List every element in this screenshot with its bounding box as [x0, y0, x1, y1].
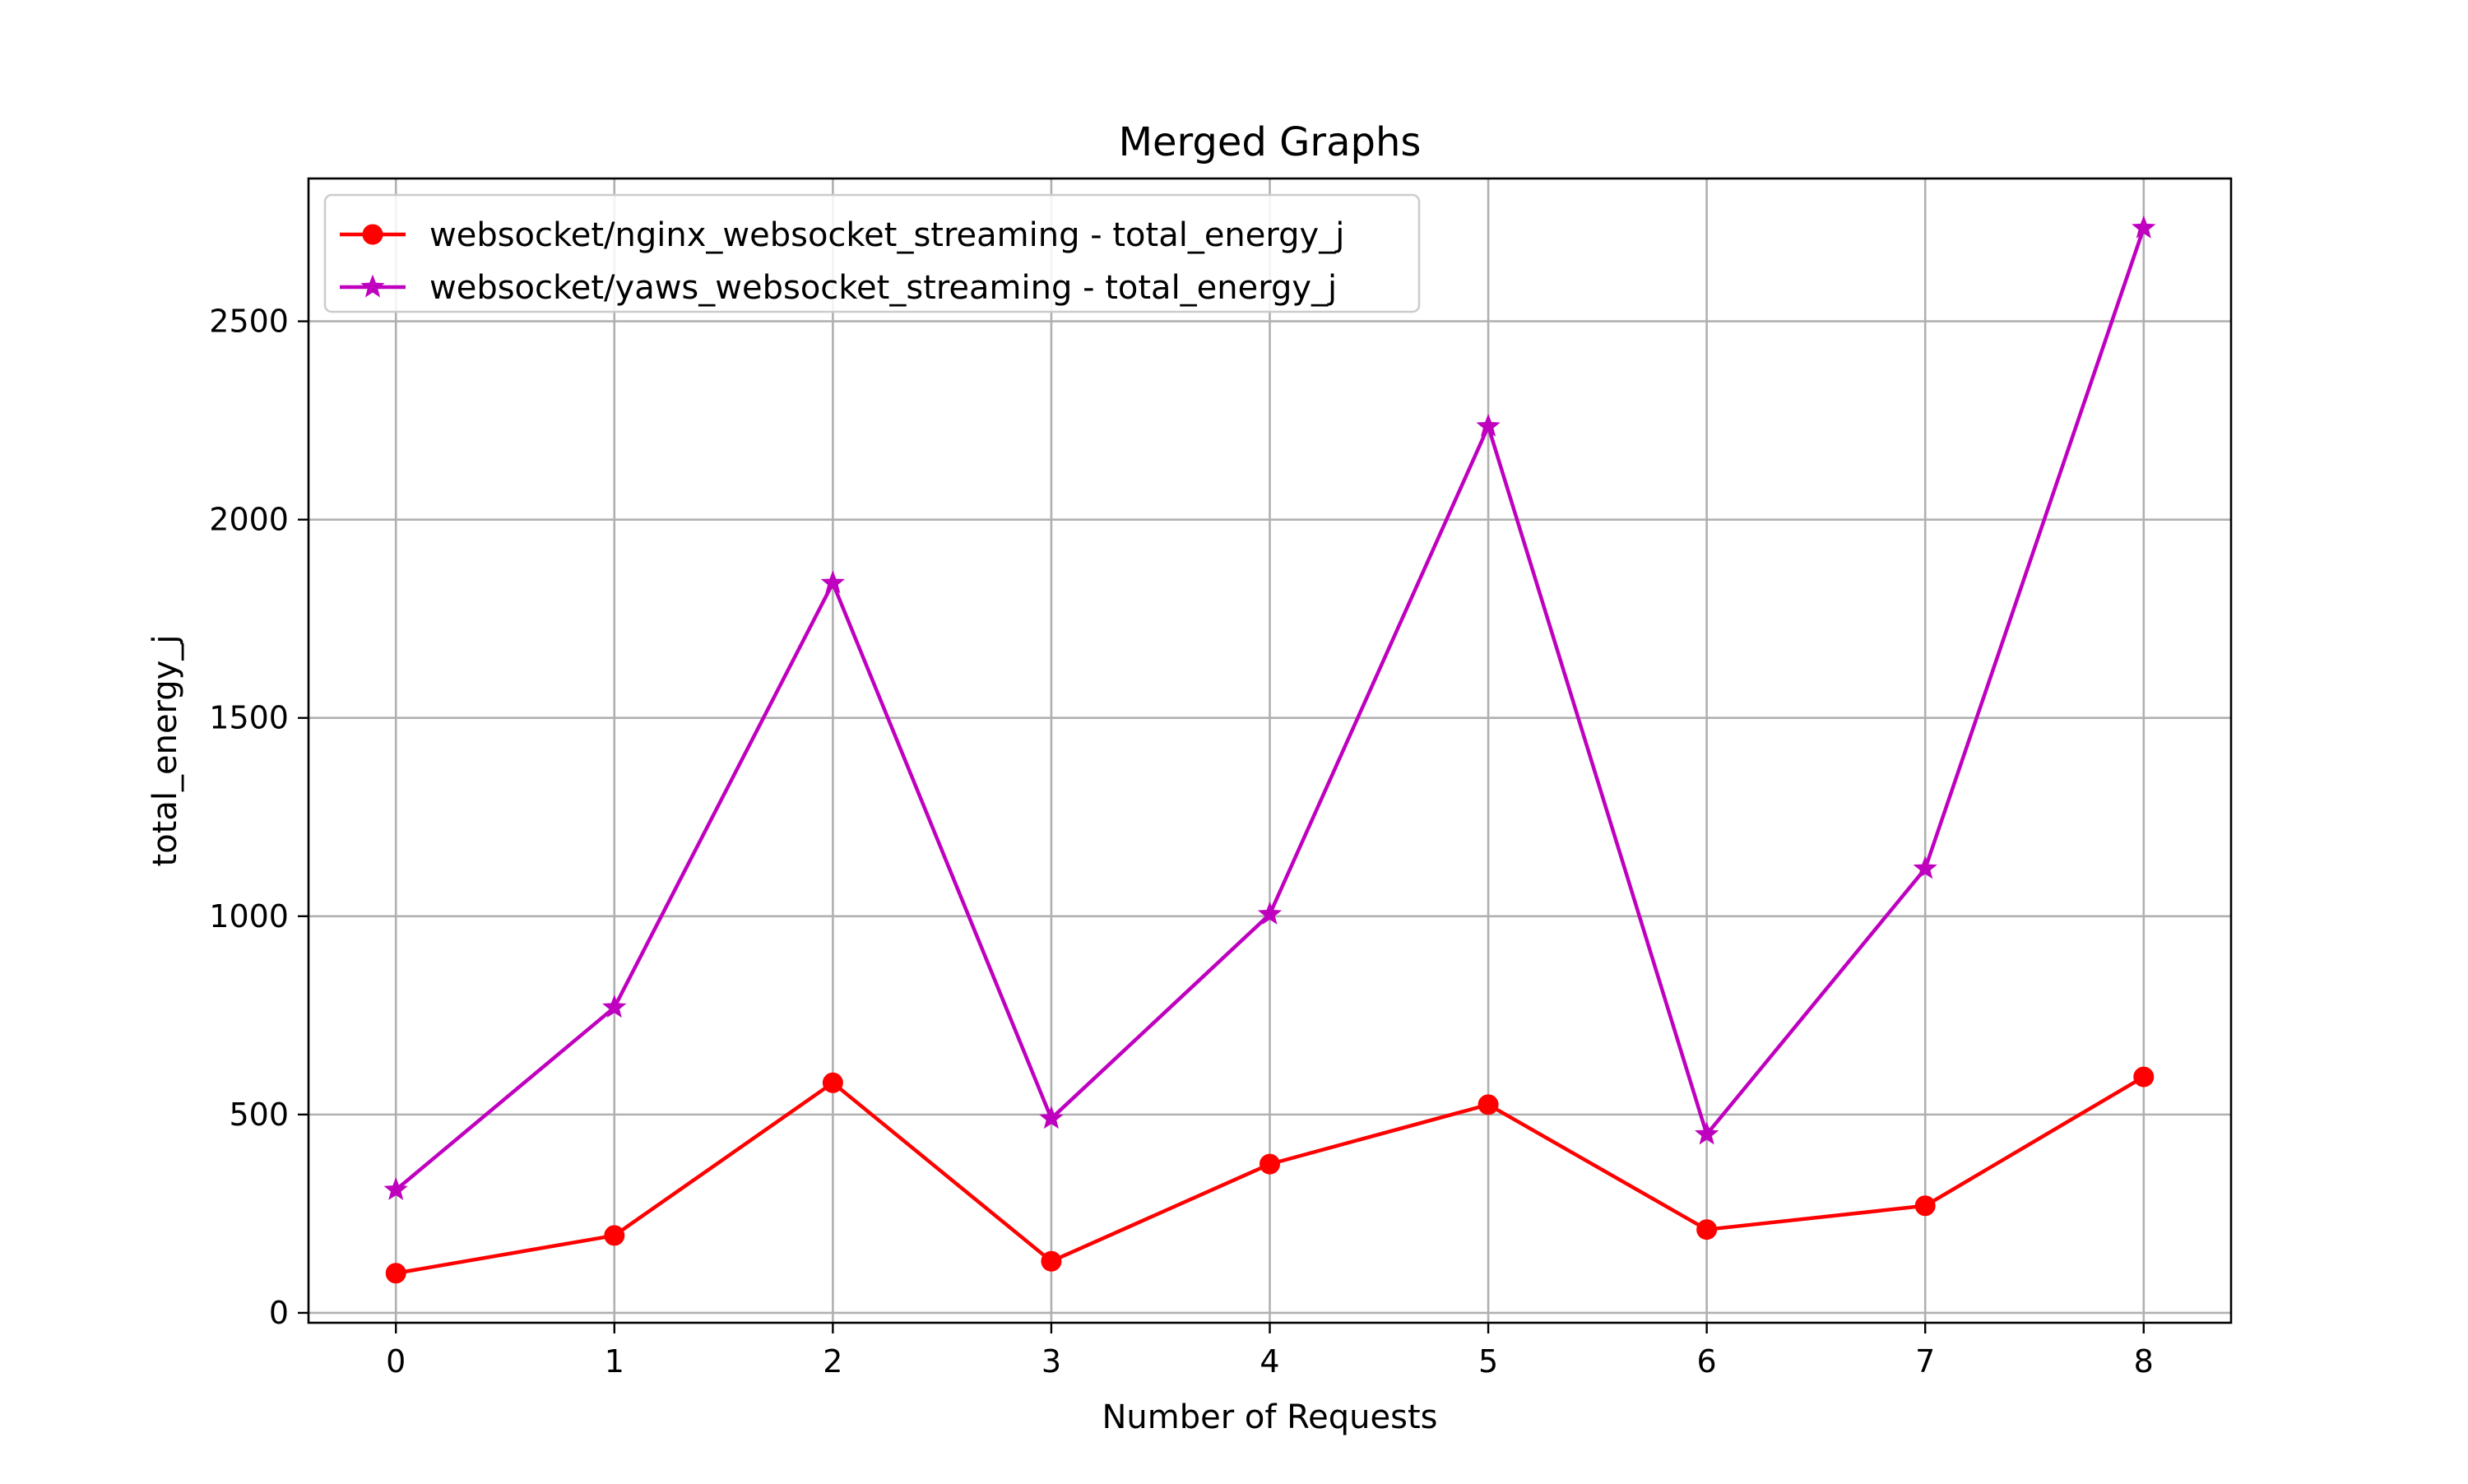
x-tick-label: 4 — [1260, 1343, 1279, 1380]
legend-label: websocket/yaws_websocket_streaming - tot… — [429, 269, 1337, 307]
data-point — [1913, 856, 1937, 879]
data-point — [385, 1263, 406, 1284]
x-axis-label: Number of Requests — [1102, 1398, 1438, 1436]
y-tick-label: 2500 — [209, 304, 289, 340]
y-tick-label: 500 — [229, 1097, 289, 1133]
data-point — [820, 570, 846, 594]
data-point — [604, 1225, 625, 1246]
data-point — [602, 995, 627, 1018]
data-point — [1696, 1219, 1718, 1241]
data-point — [1039, 1106, 1064, 1129]
legend-item: websocket/nginx_websocket_streaming - to… — [340, 216, 1344, 254]
y-tick-label: 1000 — [209, 898, 289, 934]
data-point — [822, 1072, 843, 1093]
data-point — [1257, 902, 1283, 925]
data-point — [2132, 215, 2156, 239]
data-point — [383, 1177, 408, 1200]
y-axis-label: total_energy_j — [146, 635, 184, 867]
chart-title: Merged Graphs — [1119, 119, 1422, 165]
series-layer — [383, 215, 2156, 1284]
data-point — [1914, 1195, 1936, 1217]
data-point — [1260, 1153, 1280, 1175]
x-tick-label: 7 — [1915, 1343, 1935, 1380]
legend-marker — [362, 224, 383, 245]
data-point — [2133, 1066, 2155, 1087]
data-point — [1041, 1250, 1062, 1272]
data-point — [1694, 1121, 1719, 1145]
legend-marker — [360, 274, 385, 298]
x-tick-label: 6 — [1697, 1343, 1717, 1380]
x-tick-label: 3 — [1041, 1343, 1061, 1380]
series-0 — [385, 1066, 2155, 1284]
legend-box — [323, 193, 1421, 313]
legend-item: websocket/yaws_websocket_streaming - tot… — [340, 269, 1337, 307]
x-tick-label: 1 — [605, 1343, 624, 1380]
x-tick-label: 2 — [823, 1343, 842, 1380]
x-tick-label: 8 — [2134, 1343, 2154, 1380]
y-tick-label: 0 — [269, 1295, 289, 1331]
y-tick-label: 2000 — [209, 502, 289, 538]
axes: 0 1 2 3 4 5 6 7 8 0 500 1000 1500 2000 2500 — [209, 304, 2154, 1380]
x-tick-label: 5 — [1478, 1343, 1498, 1380]
data-point — [1476, 413, 1501, 437]
legend-label: websocket/nginx_websocket_streaming - to… — [429, 216, 1344, 254]
grid — [308, 179, 2231, 1323]
legend: websocket/nginx_websocket_streaming - to… — [323, 193, 1421, 313]
series-1 — [383, 215, 2156, 1200]
y-tick-label: 1500 — [209, 700, 289, 736]
x-tick-label: 0 — [386, 1343, 406, 1380]
data-point — [1478, 1094, 1499, 1115]
